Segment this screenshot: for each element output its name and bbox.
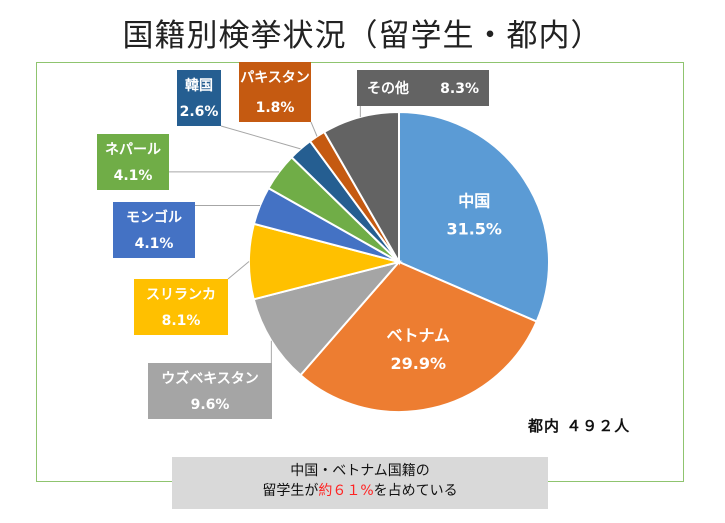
page-title: 国籍別検挙状況（留学生・都内） bbox=[122, 18, 603, 54]
slice-9-category-label: その他 bbox=[367, 80, 409, 97]
slice-5-value-label: 4.1% bbox=[135, 236, 174, 252]
slice-2-category-label: ベトナム bbox=[386, 326, 450, 345]
slice-9-value-label: 8.3% bbox=[440, 81, 479, 97]
slice-5-label-box bbox=[113, 202, 195, 258]
slice-7-category-label: 韓国 bbox=[185, 77, 213, 94]
slice-3-category-label: ウズベキスタン bbox=[161, 370, 259, 387]
slice-1-value-label: 31.5% bbox=[446, 220, 502, 239]
slice-3-value-label: 9.6% bbox=[191, 397, 230, 413]
pie-slices bbox=[248, 110, 550, 413]
slice-3-label-box bbox=[148, 363, 272, 419]
slice-7-value-label: 2.6% bbox=[180, 104, 219, 120]
slice-8-category-label: パキスタン bbox=[240, 70, 310, 86]
slice-4-label-box bbox=[134, 279, 228, 335]
slice-6-value-label: 4.1% bbox=[114, 168, 153, 184]
slice-2-wedge bbox=[299, 260, 538, 413]
slice-4-category-label: スリランカ bbox=[146, 287, 216, 303]
slice-6-category-label: ネパール bbox=[105, 142, 161, 158]
callout-line-1: 中国・ベトナム国籍の bbox=[290, 463, 430, 479]
callout-line-2-suffix: を占めている bbox=[373, 483, 458, 499]
callout-line-2-prefix: 留学生が bbox=[262, 483, 319, 499]
slice-1-category-label: 中国 bbox=[458, 192, 490, 211]
slice-2-value-label: 29.9% bbox=[390, 354, 446, 373]
slice-4-value-label: 8.1% bbox=[162, 313, 201, 329]
slice-8-value-label: 1.8% bbox=[256, 100, 295, 116]
leader-lines bbox=[169, 106, 361, 363]
slice-labels: 中国 31.5% ベトナム 29.9% ウズベキスタン 9.6% スリランカ 8.1% モンゴル… bbox=[97, 62, 502, 419]
slice-8-leader-line bbox=[310, 121, 318, 137]
slice-6-label-box bbox=[97, 134, 169, 190]
slice-7-label-box bbox=[177, 70, 221, 126]
callout-box: 中国・ベトナム国籍の 留学生が約６１%を占めている bbox=[172, 457, 548, 509]
slice-7-leader-line bbox=[220, 125, 301, 150]
slice-1-wedge bbox=[398, 110, 550, 323]
slice-4-leader-line bbox=[227, 261, 250, 280]
callout-highlight: 約６１% bbox=[318, 483, 374, 499]
callout-line-2: 留学生が約６１%を占めている bbox=[172, 481, 548, 501]
slice-8-label-box bbox=[239, 62, 311, 122]
total-label: 都内 ４９２人 bbox=[528, 417, 631, 435]
slice-5-category-label: モンゴル bbox=[126, 209, 182, 226]
slice-9-label-box bbox=[357, 70, 489, 106]
